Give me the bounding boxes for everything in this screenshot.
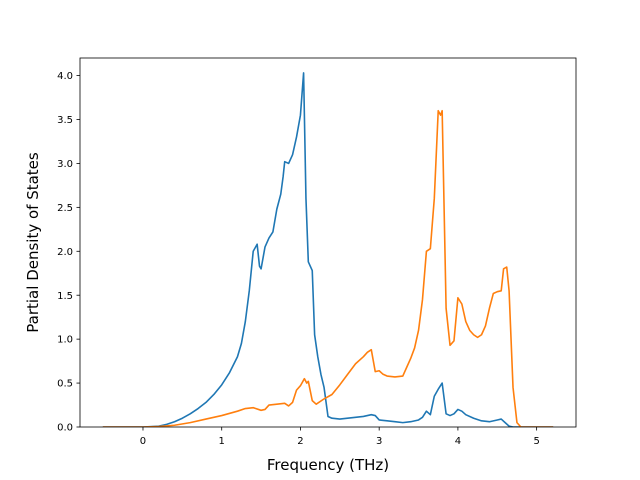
y-tick-label: 0.0 bbox=[57, 423, 73, 434]
series-line-1 bbox=[102, 72, 554, 427]
series-layer bbox=[102, 72, 554, 427]
y-tick-label: 2.0 bbox=[57, 247, 73, 258]
y-tick-label: 0.5 bbox=[57, 379, 73, 390]
x-tick-label: 4 bbox=[455, 436, 461, 447]
y-tick-label: 3.5 bbox=[57, 115, 73, 126]
x-tick-label: 0 bbox=[140, 436, 146, 447]
y-tick-label: 3.0 bbox=[57, 159, 73, 170]
x-tick-label: 3 bbox=[376, 436, 382, 447]
x-axis-ticks: 0 1 2 3 4 5 bbox=[140, 427, 540, 447]
plot-frame bbox=[79, 57, 577, 428]
y-tick-label: 1.0 bbox=[57, 335, 73, 346]
x-tick-label: 5 bbox=[533, 436, 539, 447]
series-line-2 bbox=[102, 109, 554, 427]
y-axis-label: Partial Density of States bbox=[24, 152, 42, 333]
x-tick-label: 2 bbox=[297, 436, 303, 447]
plot-area bbox=[80, 58, 576, 427]
y-tick-label: 4.0 bbox=[57, 71, 73, 82]
x-axis-label: Frequency (THz) bbox=[267, 456, 389, 474]
y-tick-label: 2.5 bbox=[57, 203, 73, 214]
x-tick-label: 1 bbox=[219, 436, 225, 447]
y-axis-ticks: 0.0 0.5 1.0 1.5 2.0 2.5 3.0 3.5 4.0 bbox=[57, 71, 80, 434]
y-tick-label: 1.5 bbox=[57, 291, 73, 302]
